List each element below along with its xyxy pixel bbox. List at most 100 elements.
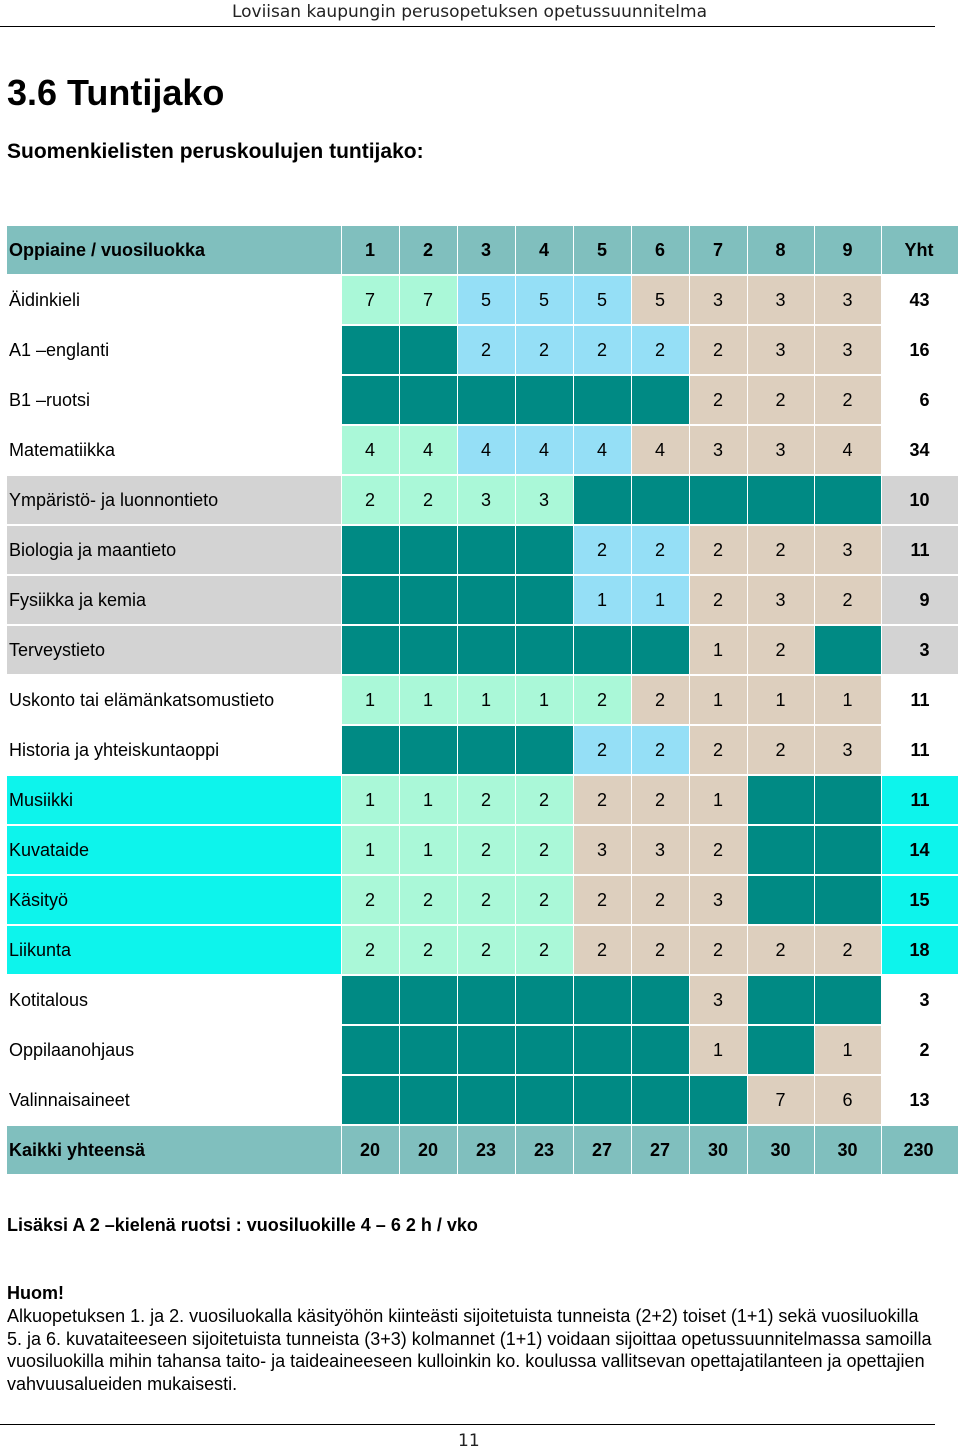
hour-cell: 4 [515,425,574,476]
hour-cell: 1 [689,775,748,826]
table-row: Fysiikka ja kemia 1 1 2 3 2 9 [7,575,959,626]
subject-total: 3 [881,975,959,1026]
subject-total: 14 [881,825,959,876]
subject-total: 16 [881,325,959,376]
table-row: A1 –englanti 2 2 2 2 2 3 3 16 [7,325,959,376]
subject-name: Oppilaanohjaus [7,1025,342,1076]
hour-cell: 3 [747,275,815,326]
subject-name: B1 –ruotsi [7,375,342,426]
hour-cell [814,875,882,926]
hour-cell [814,825,882,876]
hour-cell [814,775,882,826]
hour-cell: 1 [399,675,458,726]
hour-cell: 3 [747,425,815,476]
section-title: 3.6 Tuntijako [7,72,225,113]
hour-cell [814,975,882,1026]
hour-cell: 4 [573,425,632,476]
hour-cell: 2 [573,725,632,776]
hour-cell [399,325,458,376]
hour-cell: 3 [515,475,574,526]
page-header: Loviisan kaupungin perusopetuksen opetus… [0,0,935,27]
table-row: Ympäristö- ja luonnontieto 2 2 3 3 10 [7,475,959,526]
hour-cell [747,1025,815,1076]
subject-total: 6 [881,375,959,426]
hour-cell: 1 [814,675,882,726]
hour-cell: 5 [573,275,632,326]
hour-cell: 3 [689,975,748,1026]
hour-cell: 2 [341,925,400,976]
hour-cell [399,375,458,426]
hour-cell [457,1025,516,1076]
subject-total: 11 [881,525,959,576]
hour-cell: 3 [814,525,882,576]
column-header: 4 [515,226,574,276]
table-row: Historia ja yhteiskuntaoppi 2 2 2 2 3 11 [7,725,959,776]
hour-cell [631,625,690,676]
column-header: Yht [881,226,959,276]
hour-cell [747,875,815,926]
column-header: 9 [814,226,882,276]
subject-total: 3 [881,625,959,676]
hour-cell [515,975,574,1026]
hour-cell: 2 [747,625,815,676]
footer-divider [0,1424,935,1425]
hour-cell: 2 [341,475,400,526]
hour-cell [515,1075,574,1126]
table-row: Liikunta 2 2 2 2 2 2 2 2 2 18 [7,925,959,976]
column-header: Oppiaine / vuosiluokka [7,226,342,276]
table-row: Oppilaanohjaus 1 1 2 [7,1025,959,1076]
total-cell: 23 [515,1125,574,1176]
hour-cell: 7 [399,275,458,326]
hour-cell [457,375,516,426]
hour-cell [399,575,458,626]
hour-cell: 1 [631,575,690,626]
hour-cell [747,825,815,876]
hour-cell: 1 [814,1025,882,1076]
subject-total: 11 [881,775,959,826]
hour-cell: 4 [341,425,400,476]
hour-cell [399,525,458,576]
hour-cell [399,1075,458,1126]
subject-name: Fysiikka ja kemia [7,575,342,626]
hour-cell [341,1025,400,1076]
hour-cell: 2 [573,525,632,576]
hour-cell: 2 [689,825,748,876]
hour-cell: 1 [747,675,815,726]
table-row: Biologia ja maantieto 2 2 2 2 3 11 [7,525,959,576]
hour-distribution-table: Oppiaine / vuosiluokka 1 2 3 4 5 6 7 8 9 Yht Äidink… [7,226,959,1176]
grand-total: 230 [881,1125,959,1176]
column-header: 5 [573,226,632,276]
hour-cell [573,975,632,1026]
total-label: Kaikki yhteensä [7,1125,342,1176]
hour-cell: 1 [689,675,748,726]
hour-cell: 2 [689,375,748,426]
hour-cell: 2 [631,775,690,826]
hour-cell [689,475,748,526]
column-header: 3 [457,226,516,276]
subject-name: Historia ja yhteiskuntaoppi [7,725,342,776]
hour-cell: 7 [747,1075,815,1126]
hour-cell: 3 [689,425,748,476]
table-row: Valinnaisaineet 7 6 13 [7,1075,959,1126]
hour-cell [341,325,400,376]
column-header: 8 [747,226,815,276]
hour-cell [341,525,400,576]
hour-cell [747,775,815,826]
hour-cell [457,575,516,626]
total-cell: 27 [573,1125,632,1176]
hour-cell [631,1075,690,1126]
hour-cell: 2 [515,925,574,976]
hour-cell: 2 [747,725,815,776]
hour-cell: 4 [814,425,882,476]
subject-total: 2 [881,1025,959,1076]
hour-cell: 2 [573,325,632,376]
hour-cell [399,1025,458,1076]
hour-cell: 2 [747,375,815,426]
hour-cell: 3 [573,825,632,876]
hour-cell [341,1075,400,1126]
hour-cell: 5 [457,275,516,326]
subject-name: Ympäristö- ja luonnontieto [7,475,342,526]
hour-cell [573,1025,632,1076]
hour-cell [814,475,882,526]
table-header-row: Oppiaine / vuosiluokka 1 2 3 4 5 6 7 8 9 Yht [7,226,959,276]
